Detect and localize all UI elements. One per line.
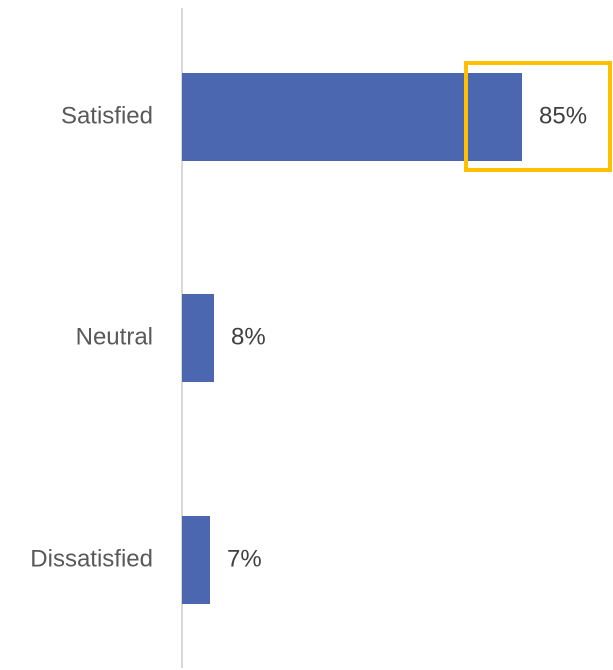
data-label-satisfied: 85% — [539, 102, 587, 129]
data-label-dissatisfied: 7% — [227, 545, 262, 572]
bar-dissatisfied — [182, 516, 210, 604]
data-label-neutral: 8% — [231, 323, 266, 350]
highlight-layer — [464, 61, 612, 172]
category-label-dissatisfied: Dissatisfied — [30, 545, 153, 572]
category-label-neutral: Neutral — [76, 323, 153, 350]
data-labels: 85% 8% 7% — [227, 102, 587, 572]
category-label-satisfied: Satisfied — [61, 102, 153, 129]
category-labels: Satisfied Neutral Dissatisfied — [30, 102, 153, 572]
bar-neutral — [182, 294, 214, 382]
highlight-box-satisfied — [464, 61, 612, 172]
bar-satisfied — [182, 73, 522, 161]
